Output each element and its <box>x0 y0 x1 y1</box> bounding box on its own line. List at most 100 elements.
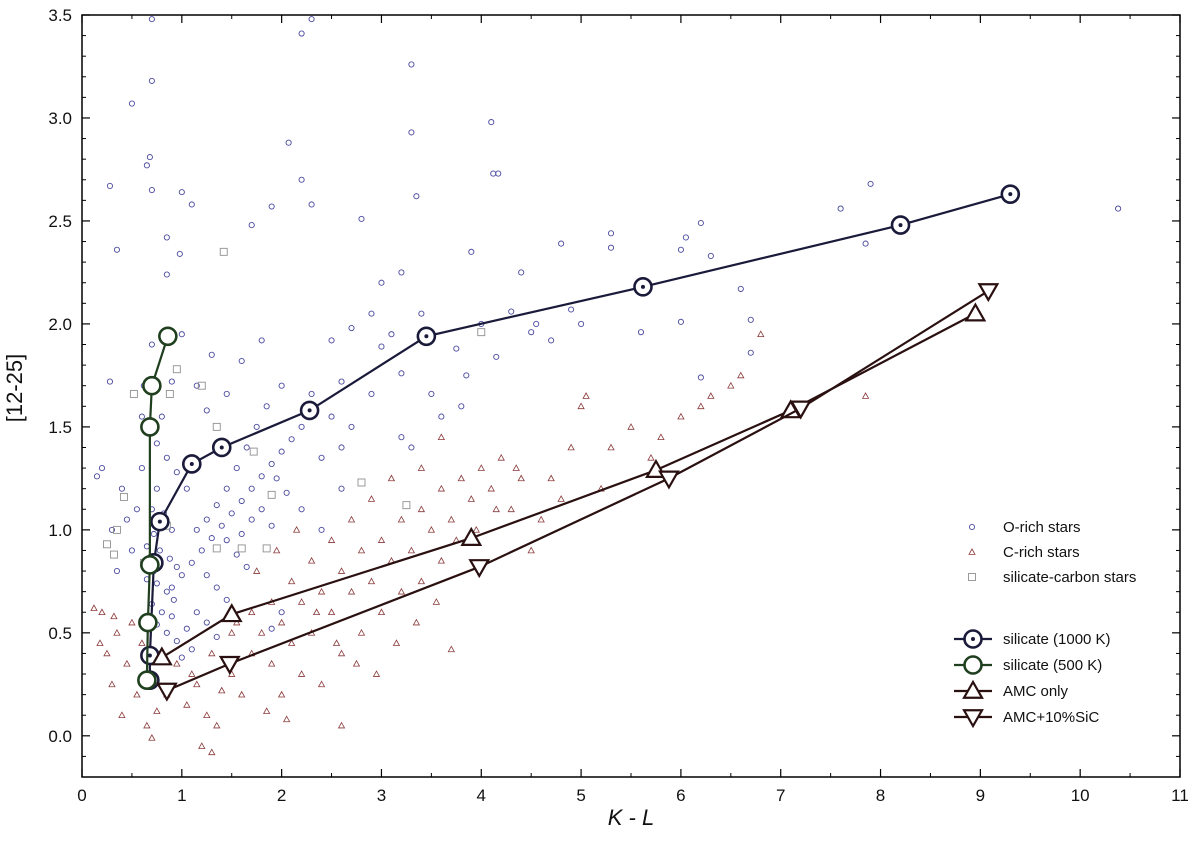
data-point <box>437 433 446 440</box>
data-point <box>438 413 445 420</box>
model-marker <box>155 682 178 702</box>
x-tick-label: 0 <box>77 786 86 805</box>
data-point <box>208 649 216 657</box>
data-point <box>468 248 475 255</box>
model-marker <box>138 612 158 633</box>
data-point <box>637 329 645 336</box>
data-point <box>203 572 210 579</box>
model-marker <box>150 511 170 532</box>
model-marker <box>633 277 653 297</box>
data-point <box>287 577 296 585</box>
data-point <box>285 139 292 146</box>
data-points <box>90 16 1122 756</box>
data-point <box>267 490 276 499</box>
data-point <box>188 559 195 566</box>
legend-label: silicate (1000 K) <box>1003 631 1111 648</box>
data-point <box>512 464 520 471</box>
x-tick-label: 2 <box>277 786 286 805</box>
data-point <box>277 618 286 626</box>
data-point <box>477 464 485 471</box>
data-point <box>368 310 375 317</box>
data-point <box>168 526 175 533</box>
data-point <box>113 568 120 575</box>
data-point <box>238 690 246 698</box>
model-line <box>148 193 1011 681</box>
data-point <box>697 219 704 227</box>
data-point <box>377 608 386 616</box>
legend-label: silicate (500 K) <box>1003 657 1102 674</box>
y-tick-label: 1.0 <box>48 521 72 540</box>
data-point <box>427 526 436 533</box>
data-point <box>537 515 545 523</box>
data-point <box>238 530 245 538</box>
data-point <box>158 413 165 420</box>
legend-item: silicate-carbon stars <box>968 569 1136 586</box>
x-tick-label: 11 <box>1171 786 1189 805</box>
data-point <box>453 345 460 352</box>
x-tick-label: 3 <box>377 786 386 805</box>
data-point <box>682 234 689 241</box>
data-point <box>292 526 301 533</box>
legend-marker <box>963 629 983 649</box>
data-point <box>328 337 335 344</box>
y-tick-label: 3.0 <box>48 109 72 128</box>
data-point <box>118 485 125 492</box>
data-point <box>337 649 346 657</box>
data-point <box>495 170 502 177</box>
data-point <box>567 443 575 451</box>
model-marker <box>1000 184 1021 204</box>
data-point <box>258 337 265 344</box>
data-point <box>317 587 326 595</box>
data-point <box>428 390 435 397</box>
data-point <box>348 423 355 430</box>
data-point <box>228 629 236 636</box>
data-point <box>463 372 470 379</box>
data-point <box>417 505 426 513</box>
data-point <box>378 343 385 350</box>
data-point <box>282 715 291 723</box>
data-point <box>163 588 170 595</box>
data-point <box>197 381 206 390</box>
legend: O-rich stars C-rich stars silicate-carbon … <box>954 519 1136 729</box>
data-point <box>757 330 765 338</box>
model-marker <box>150 646 173 666</box>
data-point <box>707 252 714 260</box>
data-point <box>490 170 497 177</box>
data-point <box>308 390 315 397</box>
data-point <box>128 618 136 626</box>
data-point <box>677 318 684 325</box>
data-point <box>112 525 121 534</box>
data-point <box>203 407 210 414</box>
data-point <box>318 454 325 461</box>
data-point <box>212 544 221 553</box>
data-point <box>297 598 306 605</box>
data-point <box>508 308 515 315</box>
data-point <box>413 193 420 200</box>
data-point <box>607 244 615 251</box>
data-point <box>168 378 175 385</box>
data-point <box>168 584 175 591</box>
data-point <box>268 522 275 529</box>
data-point <box>472 526 480 533</box>
data-point <box>96 639 104 646</box>
data-point <box>518 269 525 276</box>
data-point <box>408 444 415 451</box>
data-point <box>467 495 475 502</box>
data-point <box>528 329 535 336</box>
model-marker <box>218 655 241 675</box>
legend-label: AMC+10%SiC <box>1003 709 1099 726</box>
data-point <box>178 189 185 196</box>
data-point <box>408 61 415 68</box>
data-point <box>348 324 355 332</box>
data-point <box>298 30 305 37</box>
data-point <box>150 530 157 538</box>
model-marker <box>140 555 160 575</box>
data-point <box>557 495 565 502</box>
series-circle-small <box>93 16 1122 661</box>
data-point <box>98 608 106 616</box>
data-point <box>170 596 177 603</box>
data-point <box>437 484 446 492</box>
data-point <box>367 577 376 585</box>
data-point <box>176 250 183 257</box>
data-point <box>268 203 275 210</box>
